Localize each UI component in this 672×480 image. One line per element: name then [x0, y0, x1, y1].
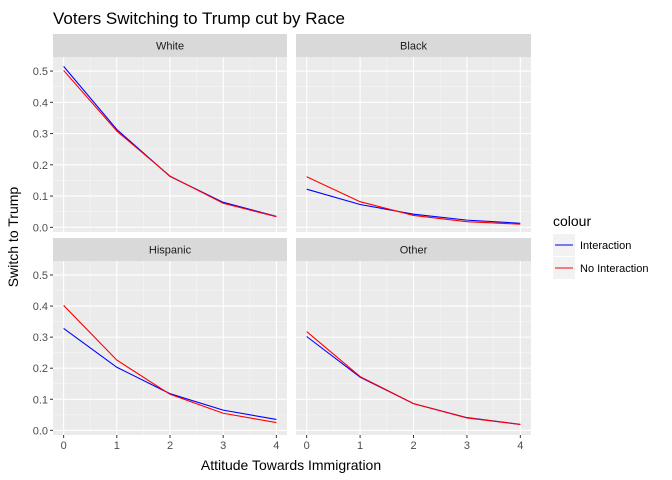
x-tick-label: 1 — [357, 440, 363, 452]
chart-title: Voters Switching to Trump cut by Race — [53, 9, 345, 28]
facet-strip-label: White — [156, 41, 184, 53]
x-tick-label: 1 — [114, 440, 120, 452]
x-axis-ticks: 0 1 2 3 4 0 1 2 3 4 — [61, 435, 523, 452]
y-tick-label: 0.0 — [33, 222, 48, 234]
facet-strip — [296, 238, 531, 261]
facet-strip — [53, 238, 287, 261]
x-tick-label: 3 — [220, 440, 226, 452]
facet-strip-label: Hispanic — [149, 245, 192, 257]
x-tick-label: 4 — [273, 440, 279, 452]
y-tick-label: 0.3 — [33, 129, 48, 141]
legend-entry-interaction: Interaction — [553, 234, 631, 256]
y-tick-label: 0.4 — [33, 97, 48, 109]
legend-entries: Interaction No Interaction — [553, 234, 648, 279]
facet-strip-label: Other — [400, 245, 428, 257]
y-tick-label: 0.2 — [33, 160, 48, 172]
facet-panels: White Black Hispanic Other — [53, 34, 531, 435]
y-tick-label: 0.1 — [33, 191, 48, 203]
facet-strip-label: Black — [400, 41, 427, 53]
y-tick-label: 0.0 — [33, 425, 48, 437]
facet-strip — [296, 34, 531, 57]
y-tick-label: 0.2 — [33, 363, 48, 375]
facet-panel-hispanic: Hispanic — [53, 238, 287, 435]
legend: colour Interaction No Interaction — [553, 213, 648, 279]
y-tick-label: 0.3 — [33, 332, 48, 344]
x-tick-label: 2 — [410, 440, 416, 452]
legend-entry-no-interaction: No Interaction — [553, 257, 648, 279]
x-tick-label: 0 — [61, 440, 67, 452]
x-tick-label: 2 — [167, 440, 173, 452]
facet-panel-black: Black — [296, 34, 531, 232]
x-tick-label: 4 — [517, 440, 523, 452]
series-line-no-interaction — [306, 176, 521, 225]
legend-title: colour — [553, 213, 591, 229]
y-tick-label: 0.4 — [33, 301, 48, 313]
legend-label: No Interaction — [580, 263, 648, 275]
series-line-no-interaction — [63, 305, 277, 424]
legend-label: Interaction — [580, 240, 631, 252]
facet-panel-other: Other — [296, 238, 531, 435]
x-axis-title: Attitude Towards Immigration — [201, 457, 381, 473]
series-line-no-interaction — [306, 331, 521, 425]
facet-strip — [53, 34, 287, 57]
x-tick-label: 3 — [464, 440, 470, 452]
series-line-interaction — [306, 188, 521, 224]
x-tick-label: 0 — [304, 440, 310, 452]
y-tick-label: 0.5 — [33, 66, 48, 78]
y-tick-label: 0.1 — [33, 394, 48, 406]
series-line-no-interaction — [63, 70, 277, 218]
facet-panel-white: White — [53, 34, 287, 232]
y-axis-title: Switch to Trump — [5, 187, 21, 288]
y-tick-label: 0.5 — [33, 270, 48, 282]
y-axis-ticks: 0.0 0.1 0.2 0.3 0.4 0.5 0.0 0.1 0.2 0.3 0.4 0.5 — [33, 66, 53, 437]
